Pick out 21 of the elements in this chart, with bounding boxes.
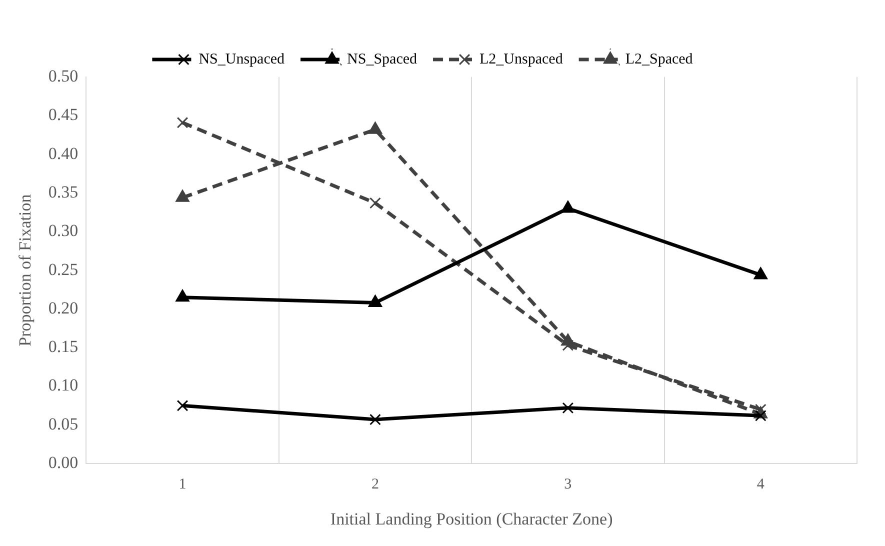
y-tick-label: 0.35 — [48, 182, 78, 202]
x-tick-label: 3 — [564, 476, 572, 493]
y-tick-label: 0.15 — [48, 337, 78, 356]
y-tick-label: 0.00 — [48, 453, 78, 472]
y-axis-title: Proportion of Fixation — [16, 194, 35, 346]
legend-label: L2_Unspaced — [480, 51, 564, 68]
y-tick-label: 0.10 — [48, 376, 78, 395]
legend-label: NS_Unspaced — [198, 51, 286, 68]
legend-label: NS_Spaced — [347, 51, 418, 68]
x-tick-label: 2 — [371, 476, 379, 493]
y-tick-label: 0.25 — [48, 260, 78, 279]
y-tick-label: 0.05 — [48, 414, 78, 434]
y-tick-label: 0.30 — [48, 221, 78, 240]
x-tick-label: 1 — [178, 476, 186, 493]
y-tick-label: 0.20 — [48, 298, 78, 318]
y-tick-label: 0.45 — [48, 105, 78, 124]
y-tick-label: 0.50 — [48, 66, 78, 86]
x-tick-label: 4 — [756, 476, 765, 493]
y-tick-label: 0.40 — [48, 144, 78, 163]
legend-label: L2_Spaced — [625, 51, 694, 68]
x-axis-title: Initial Landing Position (Character Zone) — [330, 509, 613, 528]
